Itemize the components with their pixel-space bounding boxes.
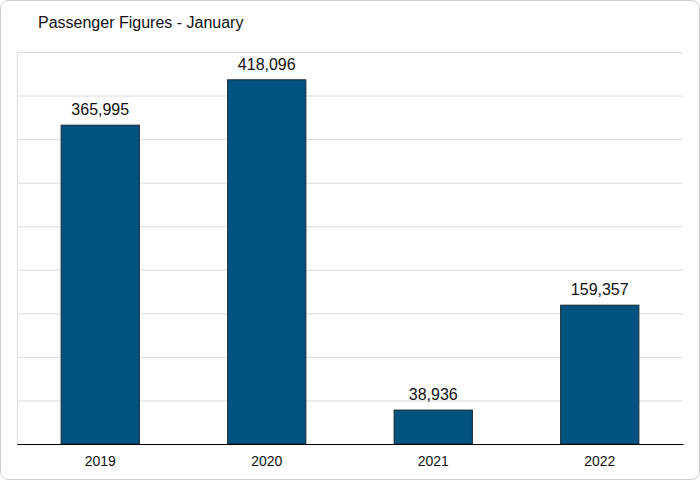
x-tick: 2020 [251, 453, 282, 469]
data-label: 159,357 [571, 281, 629, 298]
data-label: 418,096 [238, 56, 296, 73]
y-axis-line [17, 53, 18, 445]
y-tick [17, 96, 683, 97]
x-tick: 2022 [584, 453, 615, 469]
x-tick-label: 2019 [85, 453, 116, 469]
bars [61, 80, 639, 444]
y-tick [17, 444, 683, 445]
grid-line [17, 96, 683, 97]
x-tick-label: 2021 [418, 453, 449, 469]
data-label: 38,936 [409, 386, 458, 403]
bar [61, 125, 139, 444]
x-axis-line [18, 444, 684, 445]
bar [561, 305, 639, 444]
chart: 2019 2020 2021 2022 365,995 418,096 38,936 159,… [0, 0, 700, 480]
x-tick-label: 2022 [584, 453, 615, 469]
bar [394, 410, 472, 444]
y-axis [17, 53, 683, 445]
y-tick [17, 52, 683, 53]
x-tick: 2019 [85, 453, 116, 469]
title: Passenger Figures - January [38, 14, 243, 31]
x-axis: 2019 2020 2021 2022 [18, 445, 684, 469]
x-tick: 2021 [418, 453, 449, 469]
bar [228, 80, 306, 444]
data-labels: 365,995 418,096 38,936 159,357 [71, 56, 628, 403]
grid-line [17, 52, 683, 53]
data-label: 365,995 [71, 101, 129, 118]
x-tick-label: 2020 [251, 453, 282, 469]
grid-line [17, 444, 683, 445]
frame [1, 1, 700, 480]
